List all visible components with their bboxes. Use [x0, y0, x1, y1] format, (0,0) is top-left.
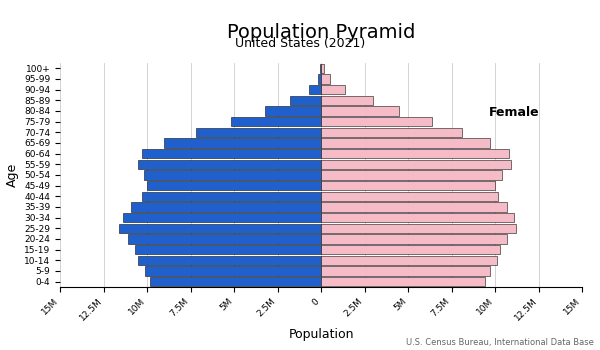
- Bar: [321, 160, 511, 169]
- Y-axis label: Age: Age: [5, 163, 19, 187]
- Bar: [320, 64, 321, 73]
- Bar: [321, 170, 502, 180]
- Bar: [142, 191, 321, 201]
- Text: U.S. Census Bureau, International Data Base: U.S. Census Bureau, International Data B…: [406, 337, 594, 346]
- Bar: [321, 181, 495, 190]
- Bar: [317, 74, 321, 84]
- Bar: [119, 224, 321, 233]
- Bar: [321, 149, 509, 159]
- Bar: [290, 96, 321, 105]
- Bar: [131, 202, 321, 212]
- Bar: [142, 149, 321, 159]
- Bar: [143, 170, 321, 180]
- Bar: [128, 234, 321, 244]
- Bar: [230, 117, 321, 126]
- Bar: [321, 213, 514, 223]
- Bar: [321, 266, 490, 276]
- Bar: [321, 202, 507, 212]
- Bar: [122, 213, 321, 223]
- Bar: [139, 256, 321, 265]
- Bar: [321, 127, 462, 137]
- Bar: [321, 245, 500, 254]
- Bar: [164, 138, 321, 148]
- Bar: [265, 106, 321, 116]
- Bar: [321, 64, 325, 73]
- Bar: [321, 234, 507, 244]
- Bar: [321, 191, 499, 201]
- Bar: [321, 256, 497, 265]
- Bar: [147, 181, 321, 190]
- Bar: [321, 74, 330, 84]
- Bar: [135, 245, 321, 254]
- Bar: [145, 266, 321, 276]
- Bar: [321, 277, 485, 286]
- Bar: [309, 85, 321, 95]
- Bar: [321, 138, 490, 148]
- Bar: [321, 117, 433, 126]
- Bar: [321, 96, 373, 105]
- Title: Population Pyramid: Population Pyramid: [227, 23, 415, 42]
- Bar: [139, 160, 321, 169]
- Bar: [151, 277, 321, 286]
- Bar: [196, 127, 321, 137]
- X-axis label: Population: Population: [288, 328, 354, 341]
- Bar: [321, 224, 516, 233]
- Bar: [321, 85, 346, 95]
- Text: Female: Female: [489, 106, 539, 119]
- Bar: [321, 106, 400, 116]
- Text: United States (2021): United States (2021): [235, 37, 365, 50]
